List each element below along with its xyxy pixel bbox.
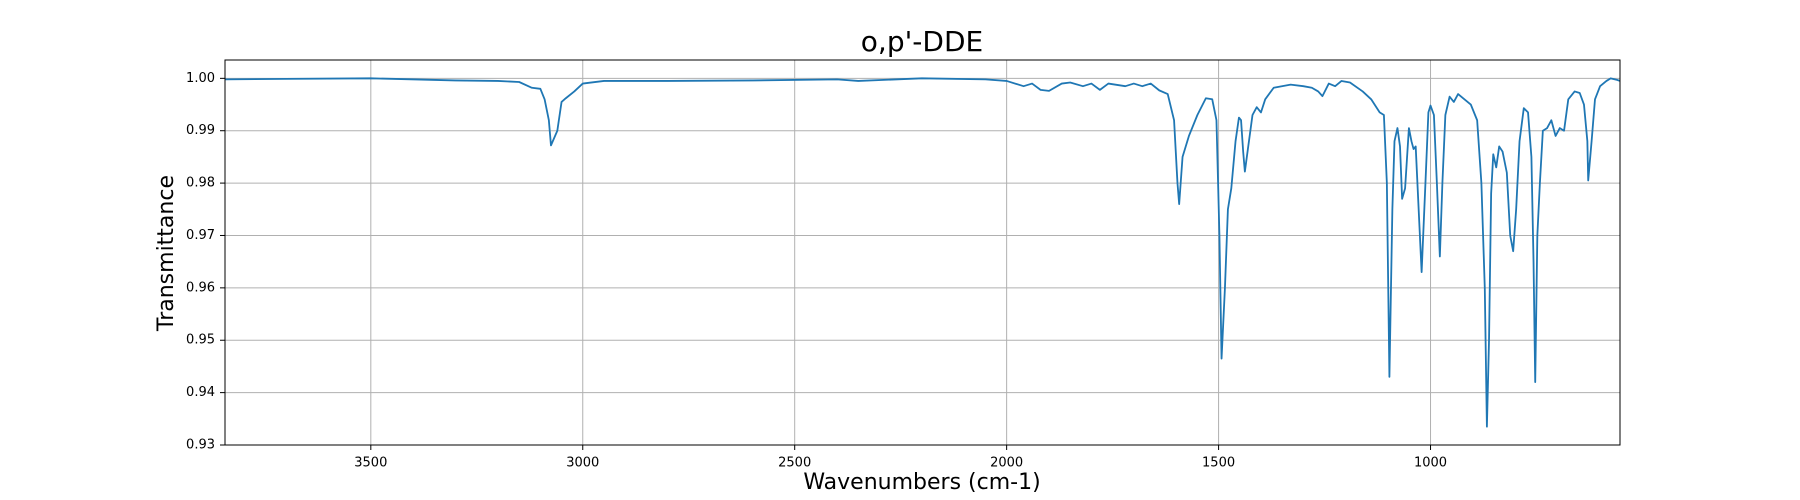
y-tick-label: 0.96 — [186, 280, 215, 295]
y-tick-label: 0.97 — [186, 228, 215, 243]
x-tick-label: 1000 — [1414, 456, 1447, 471]
y-tick-label: 0.99 — [186, 123, 215, 138]
x-axis-label: Wavenumbers (cm-1) — [803, 470, 1040, 495]
spectrum-line — [224, 77, 1621, 428]
y-tick-label: 0.93 — [186, 438, 215, 453]
plot-frame — [224, 59, 1621, 446]
y-axis-label: Transmittance — [154, 175, 179, 332]
x-tick-label: 1500 — [1202, 456, 1235, 471]
chart-title: o,p'-DDE — [861, 25, 983, 58]
y-tick-label: 0.98 — [186, 176, 215, 191]
y-tick-label: 1.00 — [186, 71, 215, 86]
y-tick-label: 0.95 — [186, 333, 215, 348]
x-tick-label: 2500 — [778, 456, 811, 471]
x-tick-label: 3000 — [566, 456, 599, 471]
y-tick-label: 0.94 — [186, 385, 215, 400]
x-tick-label: 3500 — [354, 456, 387, 471]
x-tick-label: 2000 — [990, 456, 1023, 471]
